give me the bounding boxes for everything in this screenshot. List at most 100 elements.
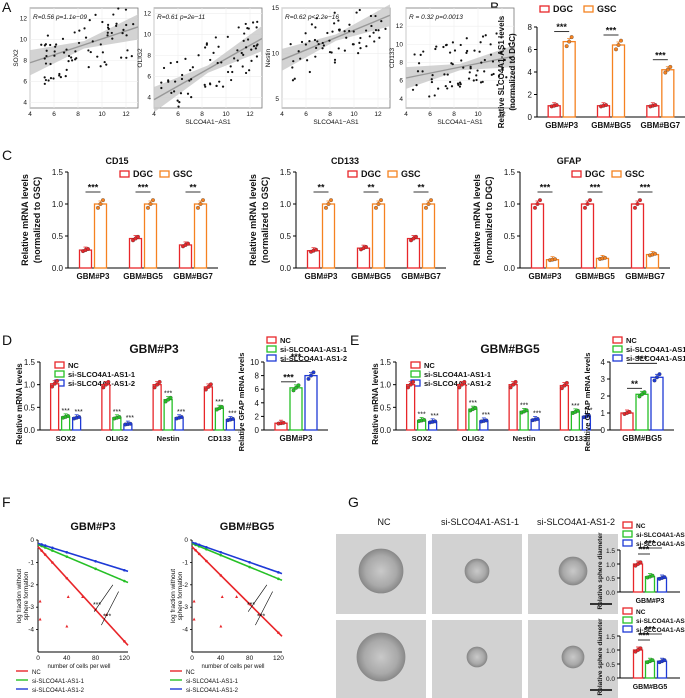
A4-point bbox=[458, 85, 462, 88]
E1-y-axis-label: Relative mRNA levels bbox=[371, 363, 380, 445]
A4-point bbox=[473, 49, 476, 52]
G2-y-tick-label: 0.0 bbox=[606, 676, 615, 683]
C3-DGC-point bbox=[535, 202, 540, 206]
G-sphere bbox=[358, 548, 404, 594]
F1-point-si-SLCO4A1-AS1-2 bbox=[40, 543, 43, 546]
C3-legend-swatch bbox=[611, 170, 622, 178]
D1-NC-point bbox=[155, 382, 160, 387]
F1-x-tick-label: 40 bbox=[63, 655, 71, 662]
A1-point bbox=[58, 72, 61, 76]
A1-point bbox=[70, 56, 73, 59]
A1-point bbox=[71, 59, 74, 62]
A3-point bbox=[372, 31, 375, 34]
B-significance: *** bbox=[606, 26, 617, 36]
A3-point bbox=[328, 50, 332, 54]
D1-NC-point bbox=[152, 385, 157, 390]
A1-x-tick-label: 10 bbox=[98, 111, 106, 118]
G2-y-axis-label: Relative sphere diameter bbox=[597, 618, 604, 695]
D1-si-SLCO4A1-AS1-2-point bbox=[128, 421, 133, 426]
A2-point bbox=[170, 91, 173, 94]
A2-point bbox=[250, 48, 253, 51]
A3-point bbox=[314, 26, 317, 29]
D1-y-tick-label: 1.5 bbox=[24, 358, 36, 367]
A1-point bbox=[106, 26, 110, 29]
A4-point bbox=[489, 53, 493, 56]
panel-label-G: G bbox=[348, 494, 359, 510]
G1-y-axis-label: Relative sphere diameter bbox=[597, 532, 604, 609]
A3-point bbox=[357, 52, 360, 55]
E1-legend-swatch bbox=[410, 361, 421, 369]
A4-point bbox=[465, 51, 468, 54]
A3-y-tick-label: 10 bbox=[272, 50, 280, 57]
A4-point bbox=[450, 85, 454, 88]
C3-GSC-point bbox=[653, 251, 657, 256]
A1-point bbox=[99, 65, 102, 68]
E1-NC-point bbox=[462, 379, 467, 384]
A2-point bbox=[229, 65, 232, 68]
A3-point bbox=[313, 38, 317, 42]
A4-point bbox=[491, 60, 495, 63]
A1-point bbox=[106, 34, 109, 37]
E2-si-SLCO4A1-AS1-1-point bbox=[642, 390, 647, 395]
A3-point bbox=[299, 57, 302, 60]
C3-DGC-point bbox=[583, 205, 587, 210]
G1-significance: *** bbox=[639, 545, 650, 555]
A4-point bbox=[444, 44, 448, 47]
E1-NC-point bbox=[508, 385, 513, 390]
A4-x-tick-label: 8 bbox=[452, 111, 456, 118]
A2-point bbox=[160, 86, 163, 90]
A4-point bbox=[416, 70, 420, 73]
A4-y-tick-label: 8 bbox=[399, 60, 403, 67]
G1-y-tick-label: 1.0 bbox=[606, 562, 615, 569]
A4-y-tick-label: 4 bbox=[399, 96, 403, 103]
A1-point bbox=[78, 29, 81, 32]
E2-y-axis-label: Relative GFAP mRNA levels bbox=[583, 353, 592, 452]
A1-point bbox=[87, 66, 90, 69]
A4-point bbox=[505, 76, 508, 79]
A1-point bbox=[43, 57, 46, 60]
E2-category-label: GBM#BG5 bbox=[622, 434, 662, 443]
G-sphere bbox=[466, 646, 488, 668]
D2-bar-si-SLCO4A1-AS1-1 bbox=[289, 387, 303, 431]
D1-NC-point bbox=[55, 379, 60, 383]
A2-point bbox=[240, 51, 243, 55]
C2-significance: ** bbox=[417, 183, 425, 193]
D1-si-SLCO4A1-AS1-1-point bbox=[117, 415, 122, 419]
A3-x-tick-label: 8 bbox=[328, 111, 332, 118]
A3-x-tick-label: 4 bbox=[280, 111, 284, 118]
D1-si-SLCO4A1-AS1-2-point bbox=[77, 415, 82, 419]
D1-y-tick-label: 0.5 bbox=[24, 403, 36, 412]
C1-GSC-point bbox=[151, 198, 155, 203]
A4-point bbox=[497, 74, 501, 78]
D1-title: GBM#P3 bbox=[129, 342, 179, 356]
C2-y-tick-label: 1.5 bbox=[280, 168, 292, 177]
C2-title: CD133 bbox=[331, 156, 359, 166]
A4-point bbox=[435, 45, 438, 48]
E2-legend-entry: NC bbox=[626, 336, 637, 345]
F1-y-tick-label: -2 bbox=[28, 582, 34, 589]
A1-point bbox=[58, 74, 61, 77]
A1-point bbox=[65, 48, 68, 51]
A1-point bbox=[125, 34, 128, 37]
C2-y-axis-label: Relative mRNA levels bbox=[248, 174, 258, 266]
A4-x-tick-label: 6 bbox=[428, 111, 432, 118]
F1-point-NC bbox=[123, 640, 126, 643]
C3-DGC-point bbox=[633, 205, 637, 210]
G1-legend-swatch bbox=[622, 521, 633, 529]
C1-significance: *** bbox=[88, 183, 99, 193]
E1-NC-point bbox=[562, 383, 567, 388]
A2-y-tick-label: 4 bbox=[147, 94, 151, 101]
C1-bar-GSC bbox=[193, 203, 208, 269]
A4-point bbox=[503, 47, 506, 50]
A2-point bbox=[256, 20, 259, 23]
D2-y-tick-label: 6 bbox=[255, 385, 260, 394]
B-GSC-point bbox=[564, 44, 569, 49]
F1-legend-entry: si-SLCO4A1-AS1-1 bbox=[32, 679, 85, 685]
D2-legend-swatch bbox=[266, 345, 277, 353]
A4-point bbox=[430, 78, 433, 81]
A1-point bbox=[44, 62, 48, 65]
F1-y-tick-label: -3 bbox=[28, 604, 34, 611]
A1-point bbox=[49, 62, 52, 66]
F2-y-axis-label: log fraction without bbox=[170, 569, 177, 623]
E1-category-label: Nestin bbox=[513, 434, 536, 443]
